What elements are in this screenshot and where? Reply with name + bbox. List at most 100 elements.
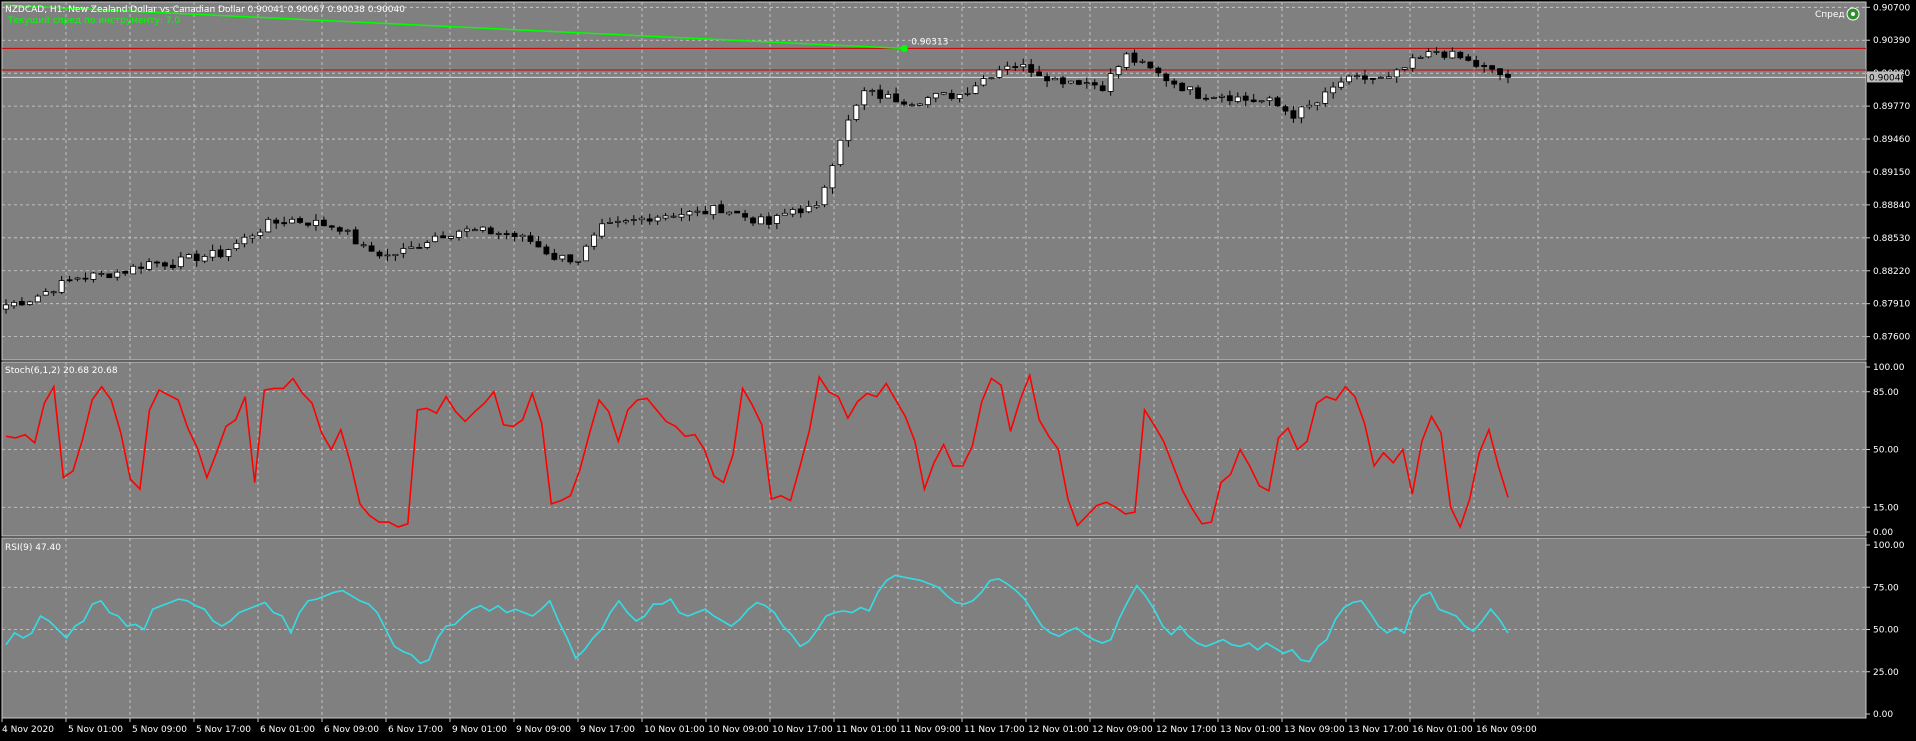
candle-body xyxy=(678,214,685,218)
candle-body xyxy=(1044,76,1050,82)
trend-line-segment[interactable] xyxy=(5,4,905,50)
grid-lines xyxy=(2,2,1866,718)
candle-body xyxy=(750,217,756,224)
candle-body xyxy=(440,235,446,239)
time-tick-label: 5 Nov 17:00 xyxy=(196,725,251,735)
candle-body xyxy=(146,261,152,270)
candle-body xyxy=(758,216,764,225)
candle-body xyxy=(1203,97,1209,100)
time-axis[interactable]: 4 Nov 2020 5 Nov 01:00 5 Nov 09:00 5 Nov 17… xyxy=(1,718,1537,735)
candle-body xyxy=(789,209,796,215)
candle-body xyxy=(193,253,200,261)
price-axis-tick-label: 0.89460 xyxy=(1873,135,1910,145)
candle-body xyxy=(58,280,65,293)
candle-body xyxy=(138,266,145,269)
candle-body xyxy=(336,227,343,232)
candle-body xyxy=(615,220,621,223)
candle-body xyxy=(289,218,295,224)
spread-badge[interactable]: Спред xyxy=(1815,10,1845,20)
time-tick-label: 11 Nov 17:00 xyxy=(964,725,1025,735)
candle-body xyxy=(1465,56,1472,61)
rsi-pane[interactable] xyxy=(1,537,1867,719)
candle-body xyxy=(1274,97,1281,107)
candle-body xyxy=(3,304,9,310)
candle-body xyxy=(766,216,772,225)
candle-body xyxy=(1258,100,1265,103)
stoch-axis[interactable]: 100.00 85.00 50.00 15.00 0.00 xyxy=(1866,363,1905,538)
candle-body xyxy=(479,226,486,231)
candle-body xyxy=(305,222,311,226)
rsi-series xyxy=(5,574,1509,665)
candle-body xyxy=(1060,77,1066,85)
stoch-axis-tick-label: 0.00 xyxy=(1873,528,1893,538)
candle-body xyxy=(813,204,820,208)
candle-body xyxy=(797,208,804,214)
time-tick-label: 10 Nov 17:00 xyxy=(772,725,833,735)
candle-body xyxy=(1195,87,1201,99)
candle-body xyxy=(1163,73,1170,82)
trend-line-anchor[interactable] xyxy=(900,44,908,52)
price-axis-tick-label: 0.87600 xyxy=(1873,333,1910,343)
candle-body xyxy=(1107,73,1114,92)
candle-body xyxy=(1282,106,1289,112)
price-axis-tick-label: 0.90390 xyxy=(1873,36,1910,46)
candle-body xyxy=(1115,66,1122,76)
time-tick-label: 9 Nov 01:00 xyxy=(452,725,507,735)
trend-line[interactable] xyxy=(5,4,908,52)
rsi-axis-tick-label: 25.00 xyxy=(1873,668,1899,678)
horizontal-levels[interactable] xyxy=(2,47,1866,78)
candle-body xyxy=(177,256,184,268)
candle-body xyxy=(1004,65,1011,70)
rsi-axis-tick-label: 0.00 xyxy=(1873,710,1893,720)
stoch-axis-tick-label: 50.00 xyxy=(1873,446,1899,456)
stoch-title: Stoch(6,1,2) 20.68 20.68 xyxy=(5,366,118,376)
main-pane[interactable] xyxy=(1,1,1867,361)
time-tick-label: 9 Nov 17:00 xyxy=(580,725,635,735)
stoch-series xyxy=(5,372,1509,530)
candle-body xyxy=(106,273,113,279)
candle-body xyxy=(408,246,415,249)
time-tick-label: 4 Nov 2020 xyxy=(2,725,54,735)
candle-body xyxy=(18,300,25,306)
candle-body xyxy=(1250,99,1257,103)
candle-body xyxy=(1330,86,1337,94)
candle-body xyxy=(1449,50,1456,59)
candle-body xyxy=(448,236,454,239)
candle-body xyxy=(1354,75,1360,78)
symbol-title: NZDCAD, H1: New Zealand Dollar vs Canadi… xyxy=(5,5,405,15)
candle-body xyxy=(551,252,558,260)
time-tick-label: 12 Nov 17:00 xyxy=(1156,725,1217,735)
candle-body xyxy=(225,249,232,257)
price-axis[interactable]: 0.907000.903900.900800.897700.894600.891… xyxy=(1866,3,1910,343)
candle-body xyxy=(670,215,677,218)
candle-body xyxy=(1377,76,1384,79)
candle-body xyxy=(297,218,303,223)
candle-body xyxy=(1131,52,1138,63)
candles xyxy=(3,47,1511,314)
candle-body xyxy=(352,229,359,245)
candle-body xyxy=(1457,51,1464,59)
price-axis-tick-label: 0.88530 xyxy=(1873,234,1910,244)
time-tick-label: 11 Nov 01:00 xyxy=(836,725,897,735)
spread-icon[interactable] xyxy=(1846,7,1860,21)
rsi-axis[interactable]: 100.00 75.00 50.00 25.00 0.00 xyxy=(1866,541,1905,720)
price-axis-tick-label: 0.89770 xyxy=(1873,102,1910,112)
candle-body xyxy=(1314,102,1321,106)
stoch-axis-tick-label: 15.00 xyxy=(1873,503,1899,513)
candle-body xyxy=(1020,63,1027,68)
time-tick-label: 6 Nov 09:00 xyxy=(324,725,379,735)
candle-body xyxy=(233,242,240,250)
candle-body xyxy=(1075,80,1082,85)
time-tick-label: 5 Nov 09:00 xyxy=(132,725,187,735)
candle-body xyxy=(1393,69,1400,78)
candle-body xyxy=(702,210,709,215)
candle-body xyxy=(877,89,884,99)
candle-body xyxy=(567,254,574,263)
candle-body xyxy=(98,273,105,275)
candle-body xyxy=(805,205,812,213)
candle-body xyxy=(869,90,876,92)
time-tick-label: 13 Nov 09:00 xyxy=(1284,725,1345,735)
candle-body xyxy=(376,251,383,257)
candle-body xyxy=(281,222,288,225)
candle-body xyxy=(956,94,963,99)
